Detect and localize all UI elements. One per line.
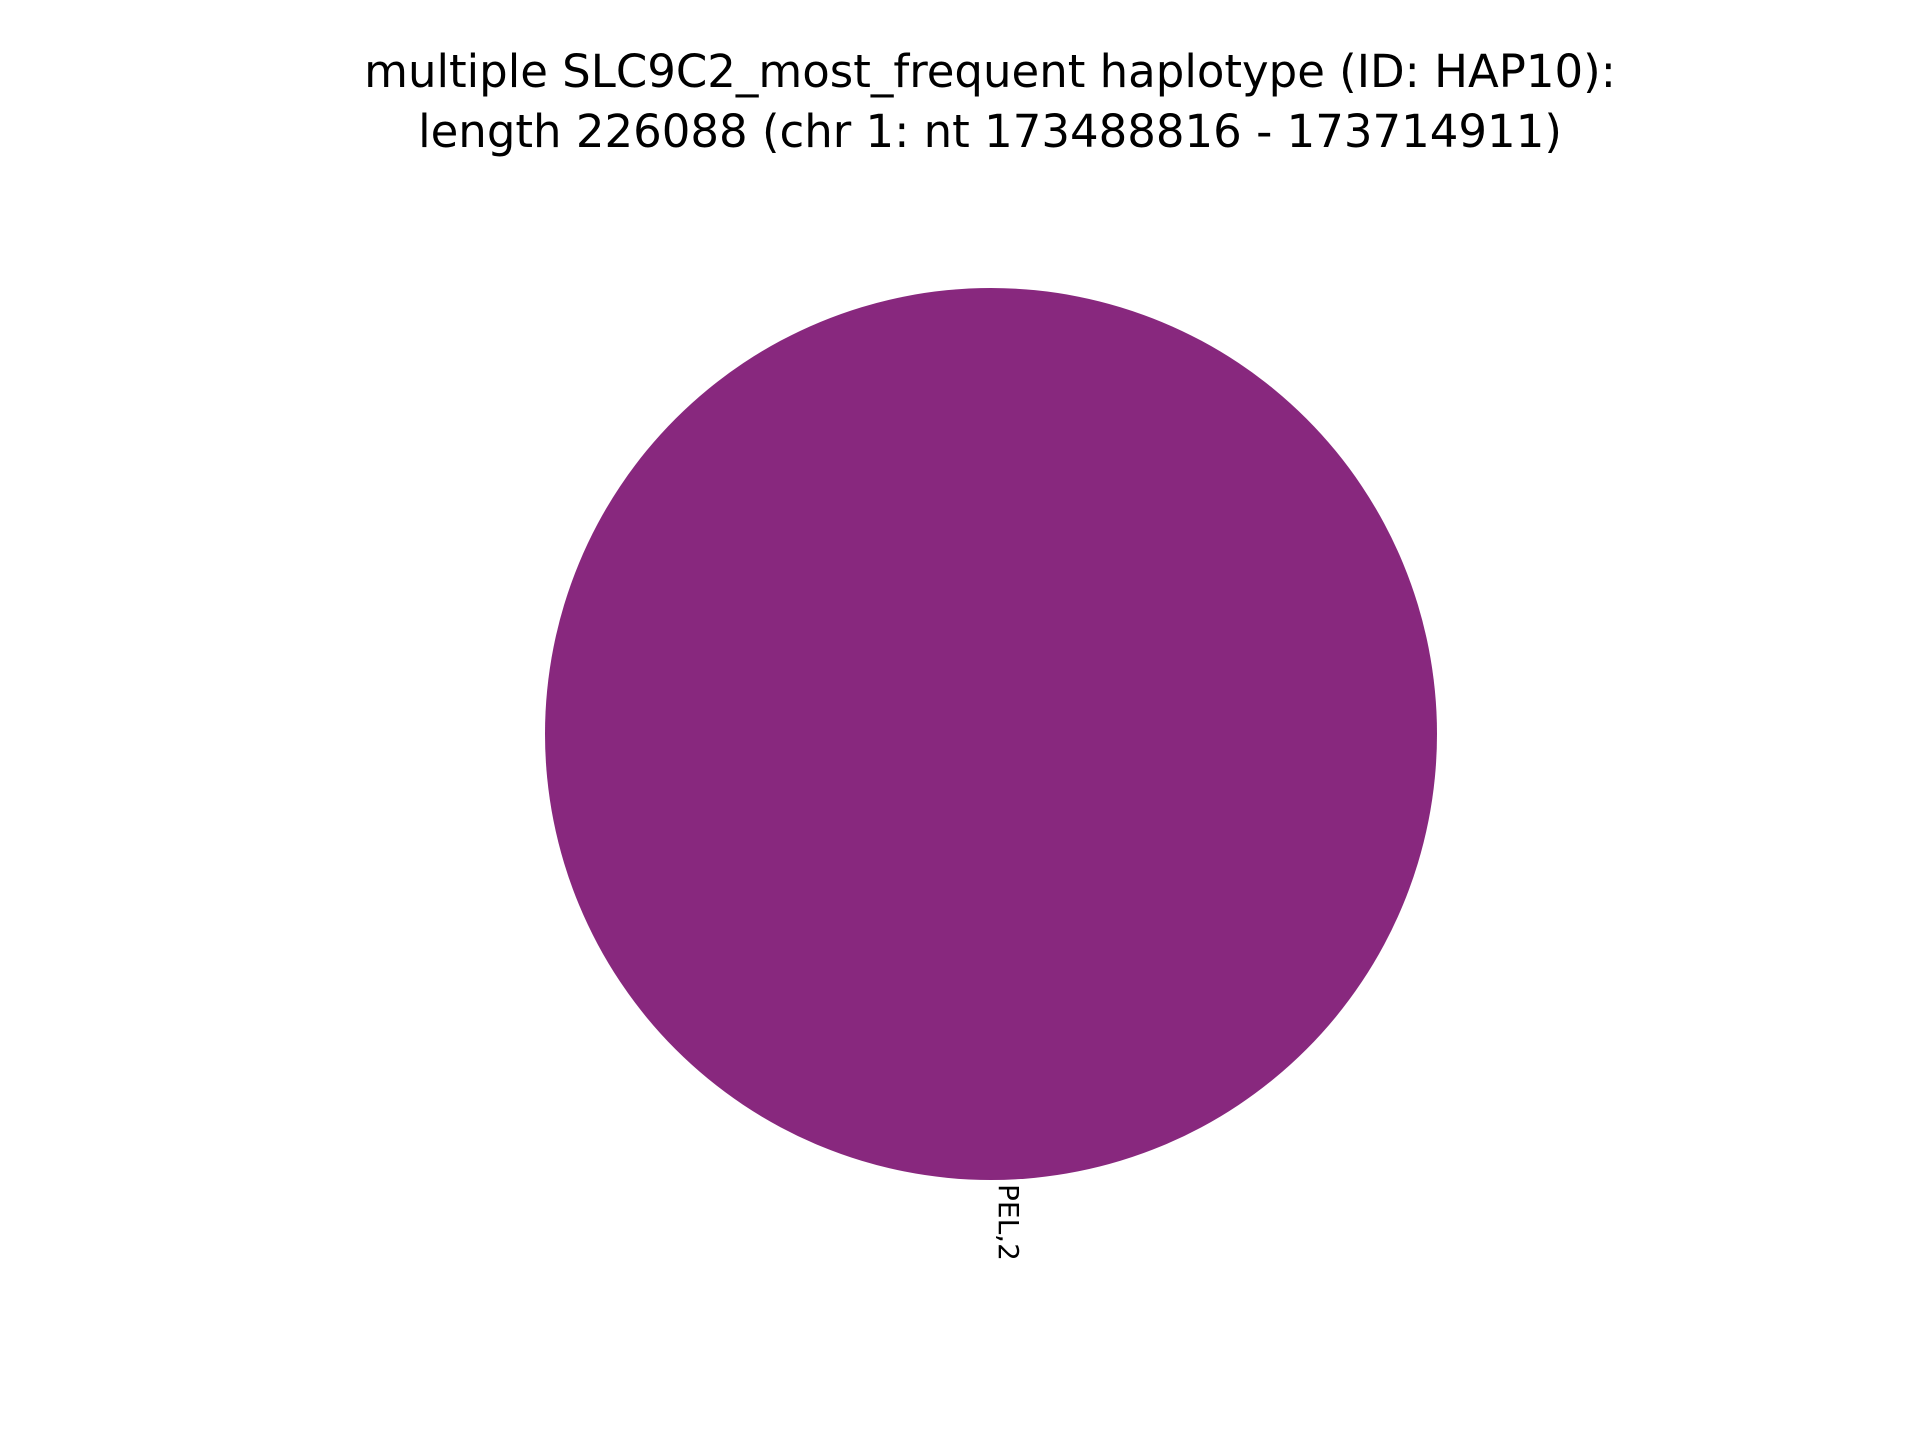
chart-title-line1: multiple SLC9C2_most_frequent haplotype … (364, 45, 1616, 98)
chart-title: multiple SLC9C2_most_frequent haplotype … (0, 42, 1920, 162)
pie-slice (545, 288, 1437, 1180)
pie-slice-label: PEL,2 (992, 1184, 1025, 1261)
chart-title-line2: length 226088 (chr 1: nt 173488816 - 173… (418, 105, 1562, 158)
